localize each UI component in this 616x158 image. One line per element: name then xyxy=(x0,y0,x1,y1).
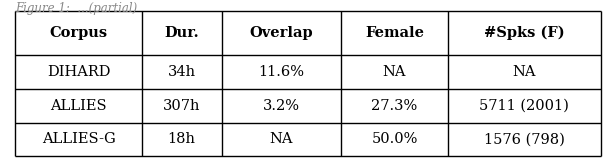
Text: NA: NA xyxy=(383,65,406,79)
Text: 34h: 34h xyxy=(168,65,196,79)
Text: 5711 (2001): 5711 (2001) xyxy=(479,99,569,112)
Text: Corpus: Corpus xyxy=(49,26,108,40)
Text: 3.2%: 3.2% xyxy=(263,99,300,112)
Text: ALLIES: ALLIES xyxy=(51,99,107,112)
Text: Female: Female xyxy=(365,26,424,40)
Text: #Spks (F): #Spks (F) xyxy=(484,26,564,40)
Text: 307h: 307h xyxy=(163,99,200,112)
Text: 50.0%: 50.0% xyxy=(371,132,418,146)
Text: ALLIES-G: ALLIES-G xyxy=(42,132,115,146)
Text: Overlap: Overlap xyxy=(249,26,313,40)
Text: Dur.: Dur. xyxy=(164,26,199,40)
Text: NA: NA xyxy=(513,65,536,79)
Text: 11.6%: 11.6% xyxy=(258,65,304,79)
Text: Figure 1:  ...(partial): Figure 1: ...(partial) xyxy=(15,2,137,15)
Text: 18h: 18h xyxy=(168,132,196,146)
Text: DIHARD: DIHARD xyxy=(47,65,110,79)
Text: 27.3%: 27.3% xyxy=(371,99,418,112)
Text: 1576 (798): 1576 (798) xyxy=(484,132,564,146)
Text: NA: NA xyxy=(270,132,293,146)
